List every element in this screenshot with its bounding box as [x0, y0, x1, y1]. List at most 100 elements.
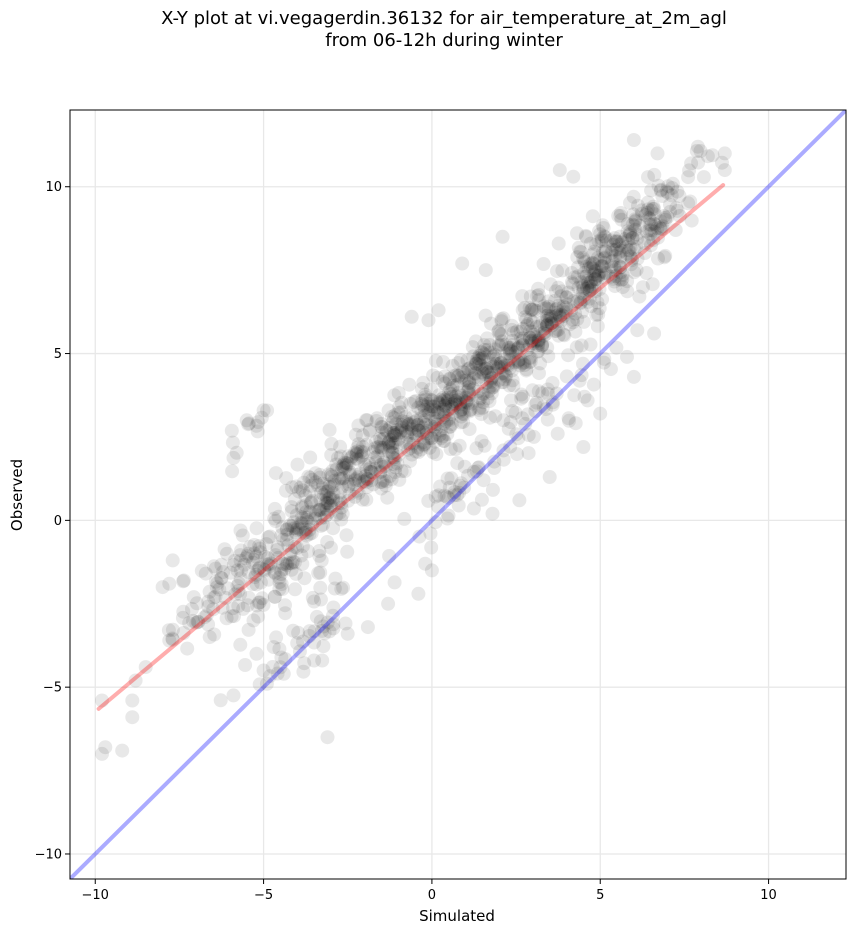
data-point [437, 376, 452, 391]
data-point [504, 318, 519, 333]
data-point [428, 489, 443, 504]
chart-title-line-2: from 06-12h during winter [325, 30, 563, 51]
data-point [486, 380, 501, 395]
data-point [418, 392, 433, 407]
data-point [525, 324, 540, 339]
data-point [199, 608, 214, 623]
data-point [588, 284, 603, 299]
data-point [684, 156, 699, 171]
data-point [615, 272, 630, 287]
data-point [454, 476, 469, 491]
data-point [622, 228, 637, 243]
data-point [587, 264, 602, 279]
data-point [627, 265, 642, 280]
data-point [454, 388, 469, 403]
data-point [472, 348, 487, 363]
data-point [459, 395, 474, 410]
data-point [657, 250, 672, 265]
data-point [598, 250, 612, 265]
data-point [424, 540, 439, 555]
data-point [305, 472, 320, 487]
data-point [261, 572, 276, 587]
data-point [242, 416, 256, 431]
data-point [326, 521, 341, 536]
data-point [514, 331, 528, 346]
data-point [272, 575, 287, 590]
data-point [274, 650, 289, 665]
data-point [521, 446, 536, 461]
data-point [497, 352, 512, 367]
data-point [313, 565, 328, 580]
data-point [664, 188, 679, 203]
data-point [473, 391, 488, 406]
data-point [296, 634, 310, 649]
data-point [247, 546, 262, 561]
data-point [506, 337, 521, 352]
data-point [385, 450, 400, 465]
data-point [487, 461, 502, 475]
data-point [431, 488, 446, 503]
data-point [410, 440, 425, 455]
data-point [432, 428, 447, 443]
data-point [226, 688, 241, 703]
data-point [456, 401, 471, 416]
data-point [335, 472, 349, 486]
data-point [614, 206, 628, 220]
data-point [313, 592, 328, 607]
data-point [451, 498, 466, 513]
data-point [209, 580, 224, 595]
data-point [363, 464, 378, 479]
data-point [505, 373, 520, 388]
data-point [640, 202, 655, 217]
data-point [276, 532, 291, 547]
data-point [445, 358, 460, 373]
data-point [319, 489, 334, 504]
data-point [648, 217, 663, 232]
data-point [477, 438, 492, 453]
data-point [479, 375, 494, 390]
data-point [233, 523, 248, 538]
x-tick-label: 5 [596, 888, 604, 903]
data-point [366, 444, 381, 459]
data-point [403, 440, 418, 455]
data-point [606, 237, 621, 252]
data-point [625, 251, 639, 266]
data-point [447, 485, 462, 499]
data-point [487, 348, 502, 363]
data-point [341, 457, 356, 472]
data-point [618, 232, 633, 246]
data-point [376, 431, 391, 446]
data-point [654, 182, 669, 197]
data-point [625, 230, 640, 245]
data-point [665, 181, 680, 195]
data-point [489, 356, 504, 371]
data-point [651, 251, 665, 266]
data-point [486, 359, 501, 374]
data-point [574, 275, 589, 290]
data-point [608, 242, 623, 257]
data-point [551, 298, 566, 313]
data-point [646, 199, 661, 214]
data-point [653, 214, 668, 229]
data-point [214, 571, 229, 585]
data-point [359, 462, 374, 477]
data-point [474, 434, 489, 449]
data-point [418, 387, 433, 402]
data-point [597, 351, 612, 366]
data-point [592, 268, 606, 283]
data-point [416, 437, 431, 452]
data-point [416, 435, 431, 450]
data-point [655, 189, 670, 203]
data-point [295, 499, 310, 514]
data-point [562, 413, 576, 428]
data-point [634, 203, 649, 218]
data-point [496, 375, 511, 390]
data-point [614, 212, 629, 227]
data-point [229, 445, 244, 460]
data-point [471, 353, 486, 368]
data-point [503, 439, 518, 454]
data-point [341, 449, 356, 464]
data-point [466, 349, 481, 364]
data-point [519, 319, 534, 333]
data-point [364, 464, 378, 479]
